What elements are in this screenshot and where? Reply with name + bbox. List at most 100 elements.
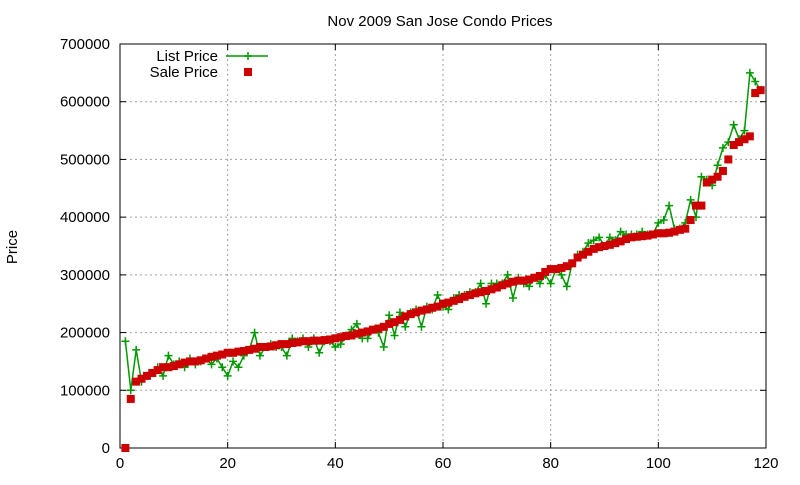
- sale-price-point: [530, 273, 539, 282]
- sale-price-point: [406, 310, 415, 319]
- sale-price-point: [185, 357, 194, 366]
- sale-price-point: [729, 141, 738, 149]
- sale-price-point: [153, 366, 162, 375]
- sale-price-point: [718, 166, 727, 175]
- x-tick-label: 100: [646, 455, 671, 472]
- sale-price-point: [331, 334, 340, 343]
- list-price-point: [546, 279, 555, 288]
- sale-price-point: [492, 283, 501, 292]
- y-tick-label: 500000: [60, 151, 110, 168]
- sale-price-point: [196, 356, 205, 365]
- list-price-point: [659, 216, 668, 225]
- sale-price-point: [282, 340, 291, 349]
- list-price-point: [363, 334, 372, 343]
- sale-price-point: [670, 227, 679, 236]
- list-price-point: [740, 126, 749, 135]
- sale-price-point: [692, 201, 701, 210]
- sale-price-point: [336, 333, 345, 342]
- sale-price-point: [702, 178, 711, 187]
- sale-price-point: [600, 242, 609, 250]
- sale-price-point: [315, 336, 324, 345]
- y-tick-label: 400000: [60, 209, 110, 226]
- sale-price-point: [234, 347, 243, 356]
- list-price-point: [745, 68, 754, 77]
- sale-price-point: [519, 276, 528, 285]
- sale-price-point: [132, 377, 141, 386]
- sale-price-point: [476, 288, 485, 297]
- sale-price-point: [724, 155, 733, 164]
- list-price-point: [654, 218, 663, 227]
- sale-price-point: [245, 345, 254, 354]
- list-price-point: [476, 279, 485, 288]
- list-price-point: [401, 322, 410, 331]
- sale-price-point: [401, 312, 410, 321]
- sale-price-series: [121, 86, 765, 452]
- sale-price-point: [654, 229, 663, 238]
- sale-price-point: [137, 374, 146, 383]
- sale-price-point: [352, 329, 361, 338]
- sale-price-point: [638, 232, 647, 241]
- sale-price-point: [385, 319, 394, 328]
- x-tick-label: 80: [542, 455, 559, 472]
- sale-price-point: [239, 347, 248, 356]
- sale-price-point: [584, 247, 593, 256]
- sale-price-point: [342, 332, 351, 341]
- y-tick-label: 0: [102, 440, 110, 457]
- list-price-point: [729, 120, 738, 129]
- sale-price-point: [665, 228, 674, 237]
- sale-price-point: [417, 306, 426, 315]
- sale-price-point: [272, 341, 281, 350]
- sale-price-point: [320, 336, 329, 345]
- sale-price-point: [266, 342, 275, 351]
- y-tick-label: 700000: [60, 36, 110, 53]
- sale-price-point: [708, 175, 717, 184]
- list-price-point: [718, 143, 727, 152]
- sale-price-point: [562, 262, 571, 271]
- list-price-point: [207, 360, 216, 369]
- legend-label-list-price: List Price: [156, 48, 218, 65]
- sale-price-point: [686, 216, 695, 225]
- sale-price-point: [487, 285, 496, 294]
- sale-price-point: [557, 263, 566, 272]
- sale-price-point: [412, 308, 421, 317]
- list-price-point: [417, 322, 426, 331]
- sale-price-point: [428, 303, 437, 312]
- sale-price-point: [277, 340, 286, 349]
- sale-price-point: [164, 363, 173, 372]
- sale-price-point: [169, 362, 178, 371]
- sale-price-point: [180, 358, 189, 367]
- sale-price-point: [207, 352, 216, 361]
- list-price-point: [352, 319, 361, 328]
- sale-price-point: [605, 240, 614, 249]
- sale-price-point: [643, 231, 652, 240]
- sale-price-point: [578, 250, 587, 259]
- list-price-point: [282, 351, 291, 360]
- sale-price-point: [546, 265, 555, 274]
- sale-price-point: [395, 315, 404, 324]
- list-price-point: [255, 351, 264, 360]
- sale-price-point: [422, 305, 431, 314]
- list-price-point: [433, 291, 442, 300]
- sale-price-point: [735, 138, 744, 147]
- sale-price-point: [191, 357, 200, 366]
- sale-price-point: [250, 344, 259, 353]
- sale-price-point: [444, 298, 453, 307]
- sale-price-point: [740, 135, 749, 144]
- list-price-point: [751, 77, 760, 86]
- axes: 0 20 40 60 80 100 120 0 100000 200000 300000 400000…: [60, 36, 779, 472]
- y-tick-label: 600000: [60, 94, 110, 111]
- list-price-point: [562, 282, 571, 291]
- list-price-point: [584, 239, 593, 248]
- sale-price-point: [627, 233, 636, 242]
- legend-label-sale-price: Sale Price: [150, 64, 218, 81]
- list-price-point: [616, 227, 625, 236]
- sale-price-point: [622, 235, 631, 244]
- sale-price-point: [261, 343, 270, 351]
- x-tick-label: 0: [116, 455, 124, 472]
- sale-price-point: [142, 371, 151, 380]
- sale-price-point: [595, 243, 604, 252]
- sale-price-point: [508, 277, 517, 286]
- list-price-point: [250, 328, 259, 337]
